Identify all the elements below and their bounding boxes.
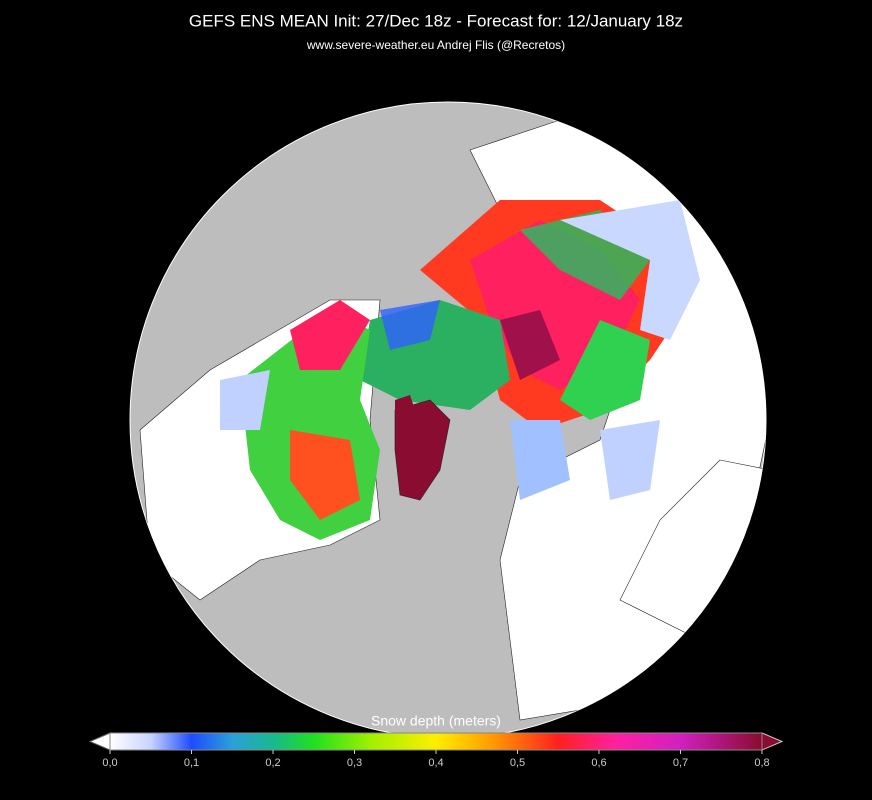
tick-label: 0,3 [347, 757, 362, 769]
tick-label: 0,6 [591, 757, 606, 769]
colorbar-label: Snow depth (meters) [371, 713, 501, 729]
tick-label: 0,2 [265, 757, 280, 769]
tick-label: 0,0 [102, 757, 117, 769]
tick-label: 0,5 [510, 757, 525, 769]
tick-label: 0,1 [184, 757, 199, 769]
tick-label: 0,7 [673, 757, 688, 769]
tick-label: 0,8 [754, 757, 769, 769]
colorbar-ramp [109, 732, 763, 751]
colorbar: 0,0 0,1 0,2 0,3 0,4 0,5 0,6 0,7 0,8 [88, 732, 784, 769]
map [129, 101, 767, 739]
title: GEFS ENS MEAN Init: 27/Dec 18z - Forecas… [189, 11, 683, 30]
subtitle: www.severe-weather.eu Andrej Flis (@Recr… [306, 38, 565, 52]
tick-label: 0,4 [428, 757, 443, 769]
